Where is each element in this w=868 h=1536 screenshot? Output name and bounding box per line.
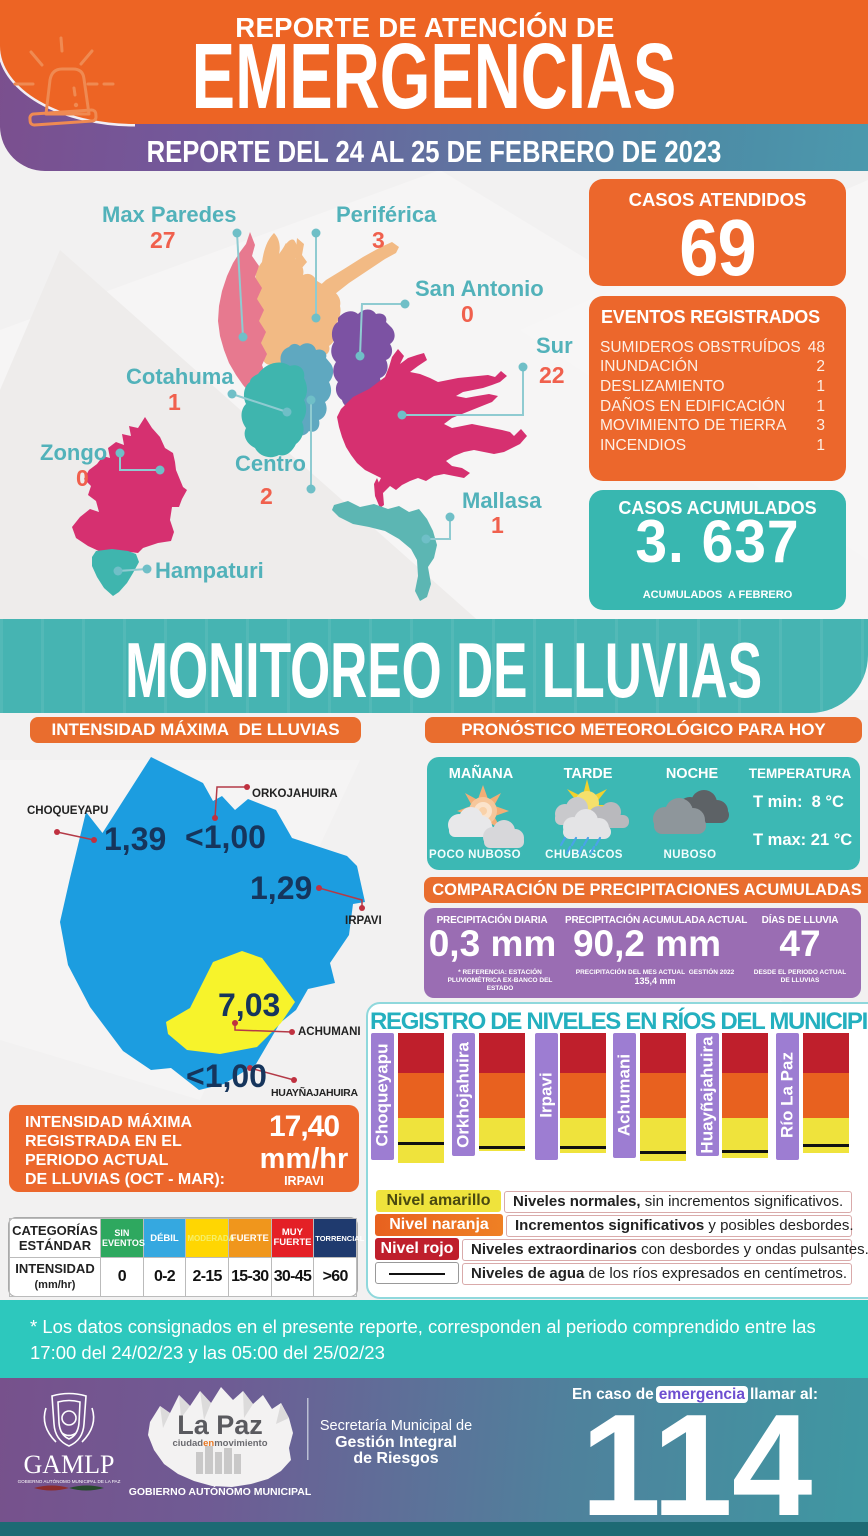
svg-text:La Paz: La Paz — [177, 1410, 263, 1440]
svg-text:GOBIERNO AUTÓNOMO MUNICIPAL DE: GOBIERNO AUTÓNOMO MUNICIPAL DE LA PAZ — [18, 1478, 121, 1484]
svg-text:ciudadenmovimiento: ciudadenmovimiento — [172, 1438, 267, 1449]
svg-text:GAMLP: GAMLP — [23, 1450, 114, 1479]
svg-text:GOBIERNO AUTÓNOMO MUNICIPAL: GOBIERNO AUTÓNOMO MUNICIPAL — [129, 1485, 312, 1498]
